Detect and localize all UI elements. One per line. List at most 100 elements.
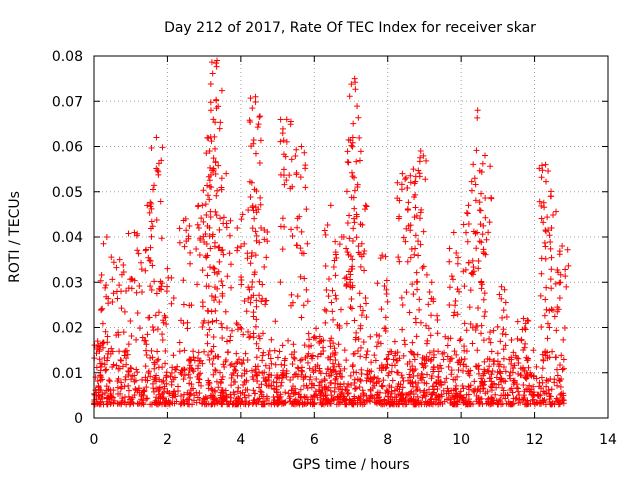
data-point <box>318 401 325 408</box>
data-point <box>482 194 489 201</box>
data-point <box>428 279 435 286</box>
data-point <box>144 331 151 338</box>
data-point <box>398 181 405 188</box>
data-point <box>464 210 471 217</box>
data-point <box>181 391 187 398</box>
data-point <box>118 379 125 386</box>
data-point <box>195 375 202 382</box>
data-point <box>428 400 435 407</box>
data-point <box>556 251 563 258</box>
data-point <box>309 355 316 362</box>
data-point <box>471 378 478 385</box>
data-point <box>454 286 461 293</box>
data-point <box>361 267 368 274</box>
data-point <box>514 335 521 342</box>
data-point <box>543 178 550 185</box>
data-point <box>358 240 365 247</box>
data-point <box>485 229 492 236</box>
data-point <box>125 393 132 400</box>
data-point <box>367 333 374 340</box>
data-point <box>194 203 201 210</box>
data-point <box>454 254 461 261</box>
data-point <box>558 390 565 397</box>
data-point <box>324 221 331 228</box>
data-point <box>486 335 493 342</box>
data-point <box>530 347 537 354</box>
data-point <box>123 361 130 368</box>
x-tick-label: 8 <box>383 432 392 448</box>
data-point <box>362 206 369 213</box>
data-point <box>383 277 390 284</box>
data-point <box>140 387 147 394</box>
data-point <box>321 384 328 391</box>
data-point <box>362 294 369 301</box>
data-point <box>280 372 287 379</box>
data-point <box>252 150 259 157</box>
data-point <box>378 306 385 313</box>
data-point <box>418 371 425 378</box>
data-point <box>114 384 121 391</box>
data-point <box>346 93 353 100</box>
data-point <box>288 401 295 408</box>
data-point <box>220 361 227 368</box>
data-point <box>373 331 380 338</box>
data-point <box>309 352 316 359</box>
data-point <box>114 390 121 397</box>
data-point <box>204 134 211 141</box>
data-point <box>268 360 275 367</box>
data-point <box>453 250 460 257</box>
data-point <box>414 286 421 293</box>
data-point <box>211 243 218 250</box>
data-point <box>375 394 382 401</box>
data-point <box>479 380 486 387</box>
data-point <box>478 278 485 285</box>
data-point <box>145 314 152 321</box>
data-point <box>298 367 305 374</box>
data-point <box>546 232 553 239</box>
data-point <box>119 363 126 370</box>
data-point <box>409 281 416 288</box>
data-point <box>209 233 216 240</box>
data-point <box>265 351 272 358</box>
data-point <box>506 372 513 379</box>
data-point <box>347 271 354 278</box>
data-point <box>415 167 422 174</box>
data-point <box>133 336 140 343</box>
data-point <box>425 325 432 332</box>
data-point <box>348 295 355 302</box>
data-point <box>195 349 202 356</box>
x-tick-labels: 0 2 4 6 8 10 12 14 <box>90 432 617 448</box>
data-point <box>138 266 145 273</box>
data-point <box>361 400 368 407</box>
data-point <box>243 368 250 375</box>
data-point <box>185 357 192 364</box>
data-point <box>360 339 367 346</box>
data-point <box>95 383 102 390</box>
data-point <box>118 357 125 364</box>
data-point <box>304 298 311 305</box>
data-point <box>99 305 106 312</box>
data-point <box>354 348 361 355</box>
data-point <box>207 99 214 106</box>
data-point <box>542 401 549 408</box>
data-point <box>506 356 513 363</box>
data-point <box>400 352 407 359</box>
data-point <box>97 367 104 374</box>
data-point <box>259 330 266 337</box>
data-point <box>548 193 555 200</box>
data-point <box>163 380 170 387</box>
data-point <box>274 393 281 400</box>
data-point <box>440 356 447 363</box>
data-point <box>481 358 488 365</box>
data-point <box>539 167 546 174</box>
data-point <box>224 273 231 280</box>
data-point <box>98 272 105 279</box>
data-point <box>221 395 228 402</box>
data-point <box>399 326 406 333</box>
data-point <box>470 387 477 394</box>
data-point <box>339 373 346 380</box>
data-point <box>525 317 532 324</box>
data-point <box>452 386 459 393</box>
data-point <box>160 319 167 326</box>
data-point <box>208 308 215 315</box>
